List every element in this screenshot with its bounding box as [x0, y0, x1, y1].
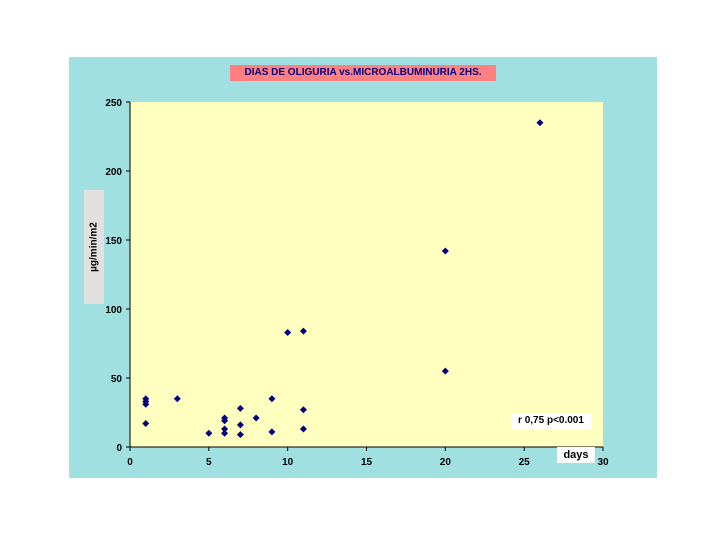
plot-area — [130, 102, 603, 447]
data-point — [236, 421, 244, 429]
y-axis-label: µg/min/m2 — [84, 190, 104, 304]
data-point — [268, 428, 276, 436]
data-point — [236, 431, 244, 439]
y-axis-label-text: µg/min/m2 — [88, 222, 100, 272]
x-tick-label: 25 — [519, 457, 531, 468]
data-point — [221, 417, 229, 425]
y-tick-label: 50 — [111, 374, 123, 385]
data-point — [205, 429, 213, 437]
x-tick-label: 10 — [282, 457, 294, 468]
y-tick-label: 250 — [105, 98, 122, 109]
data-point — [221, 425, 229, 433]
x-tick-label: 30 — [597, 457, 609, 468]
data-point — [142, 400, 150, 408]
correlation-annotation: r 0,75 p<0.001 — [511, 413, 591, 429]
axes — [126, 101, 604, 451]
data-points — [142, 119, 544, 439]
x-tick-label: 20 — [440, 457, 452, 468]
data-point — [221, 429, 229, 437]
data-point — [142, 420, 150, 428]
x-axis-label: days — [557, 447, 595, 463]
x-tick-label: 15 — [361, 457, 373, 468]
data-point — [536, 119, 544, 127]
data-point — [299, 425, 307, 433]
data-point — [268, 395, 276, 403]
tick-labels: 0 5 10 15 20 25 30 0 50 100 150 200 250 — [105, 98, 609, 468]
data-point — [173, 395, 181, 403]
data-point — [441, 247, 449, 255]
data-point — [284, 328, 292, 336]
y-tick-label: 150 — [105, 236, 122, 247]
data-point — [441, 367, 449, 375]
x-tick-label: 0 — [127, 457, 133, 468]
y-tick-label: 0 — [116, 443, 122, 454]
data-point — [252, 414, 260, 422]
y-tick-label: 100 — [105, 305, 122, 316]
data-point — [299, 327, 307, 335]
data-point — [299, 406, 307, 414]
chart-title: DIAS DE OLIGURIA vs.MICROALBUMINURIA 2HS… — [230, 65, 496, 81]
x-tick-label: 5 — [206, 457, 212, 468]
y-tick-label: 200 — [105, 167, 122, 178]
data-point — [236, 404, 244, 412]
